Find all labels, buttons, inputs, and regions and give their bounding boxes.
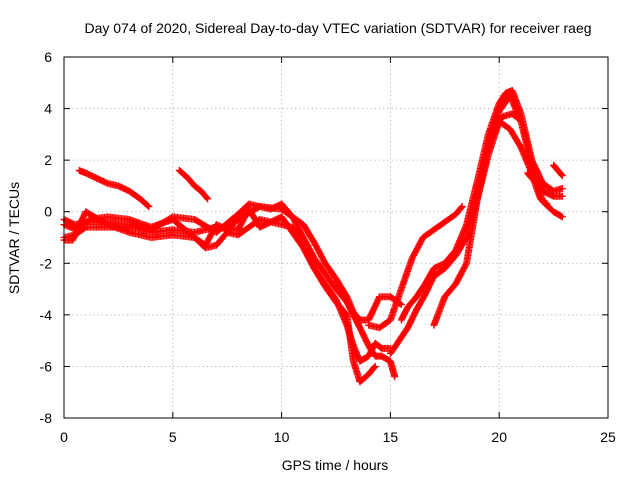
y-tick-label: 0: [44, 204, 52, 220]
y-tick-label: -4: [40, 307, 53, 323]
data-point: [542, 199, 550, 207]
data-point: [391, 373, 399, 381]
data-point: [557, 212, 565, 220]
series-track-13: [550, 161, 566, 180]
y-tick-label: 2: [44, 152, 52, 168]
x-tick-label: 25: [600, 429, 616, 445]
data-point: [558, 185, 566, 193]
data-point: [558, 172, 566, 180]
x-tick-label: 5: [169, 429, 177, 445]
data-point: [457, 204, 465, 212]
axis-ticks: 0 5 10 15 20 25 -8 -6 -4 -2 0 2 4 6: [40, 49, 616, 445]
series-track-12: [523, 169, 551, 208]
series-track-9: [397, 87, 566, 324]
data-point: [558, 213, 566, 221]
data-point: [558, 192, 566, 200]
y-tick-label: -8: [40, 410, 53, 426]
series-track-11: [491, 110, 523, 128]
data-point: [397, 301, 405, 309]
data-point: [514, 114, 522, 122]
data-point: [515, 115, 523, 123]
plot-frame: [63, 56, 609, 419]
data-point: [458, 203, 466, 211]
data-point: [203, 194, 211, 202]
y-tick-label: -2: [40, 255, 53, 271]
y-axis-label: SDTVAR / TECUs: [6, 182, 22, 294]
series-track-10: [430, 92, 566, 329]
data-point: [370, 364, 378, 372]
series-track-4: [60, 208, 379, 386]
series-track-5: [75, 166, 153, 211]
x-tick-label: 0: [60, 429, 68, 445]
data-point: [144, 202, 152, 210]
y-tick-label: 6: [44, 49, 52, 65]
data-point: [204, 195, 212, 203]
x-axis-label: GPS time / hours: [282, 457, 389, 473]
data-points: [60, 87, 566, 386]
x-tick-label: 20: [491, 429, 507, 445]
series-track-6: [175, 166, 212, 203]
x-tick-label: 10: [274, 429, 290, 445]
series-track-7: [386, 117, 566, 358]
data-point: [543, 200, 551, 208]
x-tick-label: 15: [383, 429, 399, 445]
y-tick-label: 4: [44, 101, 52, 117]
data-point: [371, 362, 379, 370]
data-point: [145, 203, 153, 211]
series-track-8: [365, 203, 466, 332]
data-point: [557, 171, 565, 179]
chart-title: Day 074 of 2020, Sidereal Day-to-day VTE…: [84, 20, 591, 36]
grid: [64, 57, 608, 418]
y-tick-label: -6: [40, 358, 53, 374]
